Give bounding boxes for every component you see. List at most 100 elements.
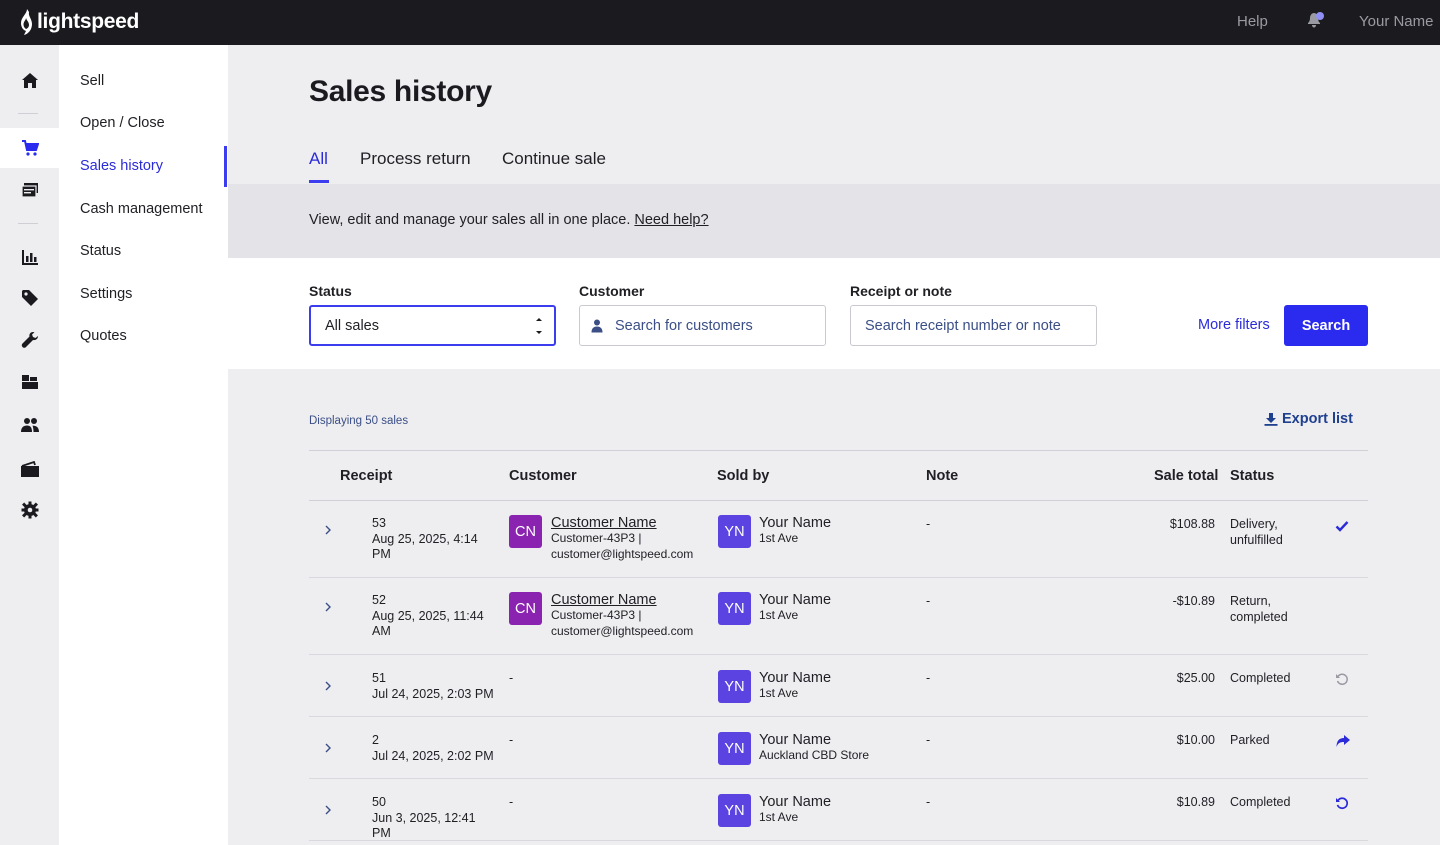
- status-select-value: All sales: [325, 317, 379, 334]
- receipt-number: 53: [372, 516, 386, 530]
- cart-icon: [21, 140, 39, 156]
- col-sold-by[interactable]: Sold by: [717, 468, 770, 484]
- customer-name-link[interactable]: Customer Name: [551, 515, 657, 531]
- rail-settings[interactable]: [0, 490, 59, 530]
- receipt-cell: 51 Jul 24, 2025, 2:03 PM: [372, 671, 494, 702]
- tab-process-return[interactable]: Process return: [360, 149, 471, 168]
- customer-cell: -: [509, 795, 514, 809]
- note-cell: -: [926, 795, 931, 809]
- expand-chevron-icon[interactable]: [324, 742, 332, 754]
- select-arrows-icon: [536, 318, 542, 334]
- receipt-date: Jul 24, 2025, 2:03 PM: [372, 686, 494, 701]
- chart-icon: [21, 250, 38, 265]
- receipt-date: Aug 25, 2025, 4:14 PM: [372, 531, 478, 562]
- table-row[interactable]: 2 Jul 24, 2025, 2:02 PM - YN Your Name A…: [309, 717, 1368, 779]
- rail-inventory[interactable]: [0, 362, 59, 402]
- help-link[interactable]: Help: [1237, 13, 1268, 30]
- notification-bell-icon[interactable]: [1305, 11, 1327, 34]
- receipt-search-input[interactable]: Search receipt number or note: [850, 305, 1097, 346]
- customer-name-link[interactable]: Customer Name: [551, 592, 657, 608]
- status-text: Delivery, unfulfilled: [1230, 517, 1283, 547]
- receipt-date: Jun 3, 2025, 12:41 PM: [372, 810, 476, 841]
- receipt-cell: 2 Jul 24, 2025, 2:02 PM: [372, 733, 494, 764]
- undo-icon[interactable]: [1335, 672, 1349, 686]
- customer-search-input[interactable]: Search for customers: [579, 305, 826, 346]
- sale-total: $10.00: [1176, 733, 1215, 747]
- status-select[interactable]: All sales: [309, 305, 556, 346]
- users-icon: [20, 418, 39, 432]
- export-list-button[interactable]: Export list: [1264, 411, 1353, 427]
- col-note[interactable]: Note: [926, 468, 959, 484]
- lightspeed-logo[interactable]: lightspeed: [18, 8, 139, 36]
- table-header: Receipt Customer Sold by Note Sale total…: [309, 450, 1368, 501]
- col-receipt[interactable]: Receipt: [340, 468, 393, 484]
- checkmark-icon: [1335, 521, 1349, 532]
- submenu-quotes[interactable]: Quotes: [80, 328, 127, 344]
- note-cell: -: [926, 733, 931, 747]
- rail-reports[interactable]: [0, 237, 59, 277]
- status-label: Status: [309, 283, 352, 299]
- col-customer[interactable]: Customer: [509, 468, 577, 484]
- rail-home[interactable]: [0, 60, 59, 100]
- need-help-link[interactable]: Need help?: [634, 212, 709, 228]
- expand-chevron-icon[interactable]: [324, 804, 332, 816]
- customer-email: customer@lightspeed.com: [551, 546, 694, 561]
- table-row[interactable]: 51 Jul 24, 2025, 2:03 PM - YN Your Name …: [309, 655, 1368, 717]
- rail-customers[interactable]: [0, 405, 59, 445]
- rail-setup[interactable]: [0, 320, 59, 360]
- tab-all[interactable]: All: [309, 149, 328, 168]
- customer-cell: Customer Name Customer-43P3 | customer@l…: [551, 592, 693, 639]
- sale-total: $25.00: [1176, 671, 1215, 685]
- sell-submenu: Sell Open / Close Sales history Cash man…: [59, 45, 228, 845]
- expand-chevron-icon[interactable]: [324, 601, 332, 613]
- seller-outlet: 1st Ave: [759, 608, 799, 622]
- more-filters-link[interactable]: More filters: [1198, 317, 1270, 333]
- sold-by-cell: Your Name 1st Ave: [759, 670, 831, 702]
- submenu-sales-history[interactable]: Sales history: [80, 158, 164, 174]
- status-text: Parked: [1230, 733, 1270, 747]
- expand-chevron-icon[interactable]: [324, 680, 332, 692]
- sold-by-cell: Your Name 1st Ave: [759, 592, 831, 624]
- col-sale-total[interactable]: Sale total: [1154, 468, 1219, 484]
- info-banner: View, edit and manage your sales all in …: [228, 184, 1440, 258]
- gear-icon: [21, 501, 38, 519]
- rail-register[interactable]: [0, 170, 59, 210]
- seller-name: Your Name: [759, 794, 832, 810]
- table-row[interactable]: 52 Aug 25, 2025, 11:44 AM CN Customer Na…: [309, 578, 1368, 655]
- register-icon: [20, 183, 38, 198]
- seller-outlet: 1st Ave: [759, 810, 799, 824]
- download-icon: [1264, 413, 1278, 426]
- search-button[interactable]: Search: [1284, 305, 1368, 346]
- user-menu[interactable]: Your Name: [1359, 13, 1434, 30]
- table-row[interactable]: 50 Jun 3, 2025, 12:41 PM - YN Your Name …: [309, 779, 1368, 841]
- user-avatar: YN: [718, 592, 751, 625]
- customer-email: customer@lightspeed.com: [551, 623, 694, 638]
- info-message: View, edit and manage your sales all in …: [309, 212, 631, 228]
- tab-continue-sale[interactable]: Continue sale: [502, 149, 606, 168]
- customer-cell: Customer Name Customer-43P3 | customer@l…: [551, 515, 693, 562]
- boxes-icon: [21, 375, 38, 389]
- forward-icon[interactable]: [1335, 734, 1351, 748]
- brand-name: lightspeed: [37, 10, 140, 33]
- submenu-cash-management[interactable]: Cash management: [80, 201, 203, 217]
- wallet-icon: [20, 460, 39, 477]
- home-icon: [21, 72, 38, 88]
- receipt-date: Jul 24, 2025, 2:02 PM: [372, 748, 494, 763]
- submenu-sell[interactable]: Sell: [80, 73, 105, 89]
- status-text: Return, completed: [1230, 594, 1288, 624]
- wrench-icon: [21, 332, 38, 348]
- submenu-open-close[interactable]: Open / Close: [80, 115, 165, 131]
- receipt-cell: 52 Aug 25, 2025, 11:44 AM: [372, 593, 494, 640]
- submenu-settings[interactable]: Settings: [80, 286, 133, 302]
- rail-sell[interactable]: [0, 128, 59, 168]
- expand-chevron-icon[interactable]: [324, 524, 332, 536]
- col-status[interactable]: Status: [1230, 468, 1275, 484]
- sales-count: Displaying 50 sales: [309, 415, 409, 427]
- rail-cash[interactable]: [0, 449, 59, 489]
- submenu-status[interactable]: Status: [80, 243, 122, 259]
- customer-label: Customer: [579, 283, 645, 299]
- seller-name: Your Name: [759, 592, 832, 608]
- rail-catalog[interactable]: [0, 278, 59, 318]
- undo-icon[interactable]: [1335, 796, 1349, 810]
- table-row[interactable]: 53 Aug 25, 2025, 4:14 PM CN Customer Nam…: [309, 501, 1368, 578]
